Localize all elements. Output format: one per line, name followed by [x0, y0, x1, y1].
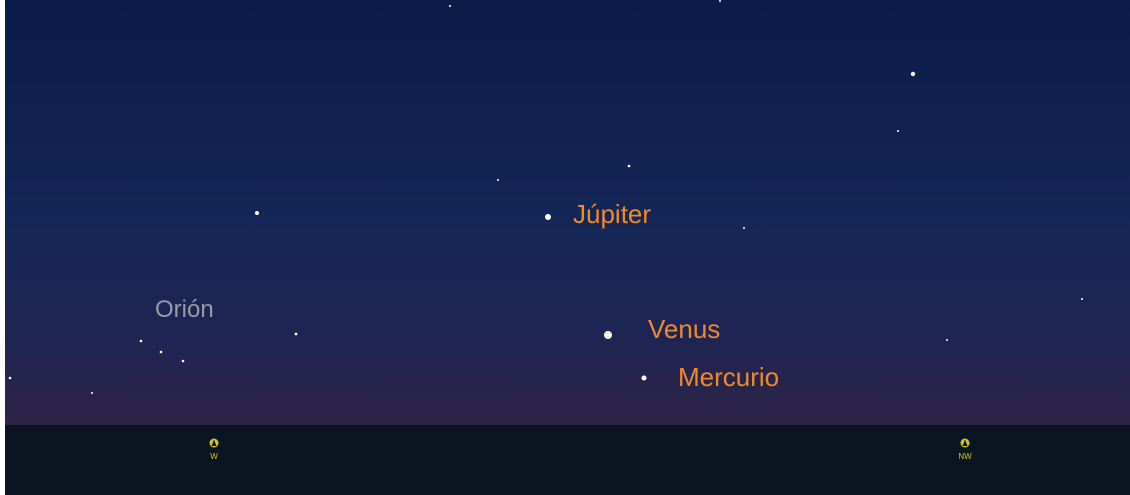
constellation-label: Orión: [155, 296, 214, 323]
star: [295, 333, 298, 336]
star: [628, 165, 631, 168]
star: [719, 0, 721, 2]
sky-view: Júpiter Venus Mercurio Orión W NW: [0, 0, 1130, 495]
star: [255, 211, 259, 215]
star: [449, 5, 451, 7]
star: [946, 339, 948, 341]
star: [1081, 298, 1083, 300]
star: [897, 130, 899, 132]
star: [182, 360, 185, 363]
planet-dot: [642, 376, 647, 381]
compass-label: W: [210, 452, 218, 461]
star: [743, 227, 745, 229]
star: [911, 72, 915, 76]
planet-dot: [604, 331, 612, 339]
star: [160, 351, 163, 354]
star: [91, 392, 93, 394]
planet-label: Júpiter: [573, 199, 651, 229]
page: Júpiter Venus Mercurio Orión W NW (() =>…: [0, 0, 1130, 495]
compass-label: NW: [958, 452, 972, 461]
planet-dot: [545, 214, 551, 220]
star: [140, 340, 143, 343]
sky: [5, 0, 1130, 425]
star: [9, 377, 12, 380]
star: [497, 179, 499, 181]
planet-label: Mercurio: [678, 362, 779, 392]
planet-label: Venus: [648, 314, 720, 344]
